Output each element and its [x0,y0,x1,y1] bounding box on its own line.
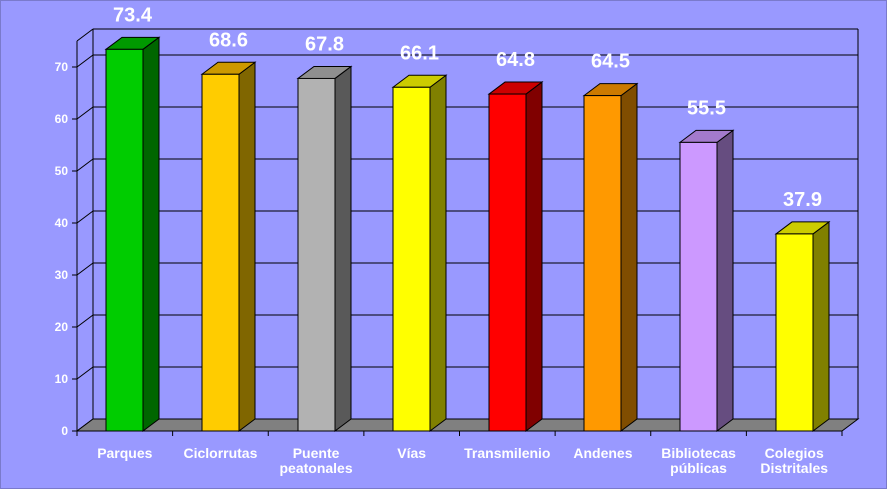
gridline-depth [76,210,94,224]
bar [774,220,831,432]
bar-side [716,129,734,432]
y-tick-label: 30 [55,268,69,282]
category-label: Colegios [765,445,824,461]
y-tick-label: 70 [55,60,69,74]
bar-front [297,77,336,432]
bar [296,65,353,432]
y-tick-label: 20 [55,320,69,334]
bar [200,61,257,432]
y-tick-label: 60 [55,112,69,126]
gridline-depth [76,262,94,276]
floor-plane [75,418,860,432]
bar [487,81,544,432]
bar [678,129,735,432]
bar-front [679,141,718,432]
y-tick-label: 40 [55,216,69,230]
gridline-depth [76,28,94,42]
data-label: 64.8 [496,49,535,71]
bar-side [429,74,447,432]
category-label: públicas [670,460,727,476]
bar-front [105,48,144,432]
bar-front [392,86,431,432]
gridline-depth [76,106,94,120]
bar-front [201,73,240,432]
data-label: 55.5 [687,97,726,119]
category-label: Andenes [573,445,632,461]
data-label: 66.1 [400,42,439,64]
labels: 73.4 Parques 68.6 Ciclorrutas 67.8 Puentepeat… [55,4,829,476]
gridline-depth [76,314,94,328]
category-label: Bibliotecas [661,445,736,461]
data-label: 37.9 [783,189,822,211]
category-label: Ciclorrutas [183,445,257,461]
bar-side [334,65,352,432]
bar-side [142,36,160,432]
data-label: 67.8 [305,33,344,55]
bars [104,36,831,432]
category-label: Parques [97,445,152,461]
bar [391,74,448,432]
category-label: Transmilenio [464,445,550,461]
bar-front [488,93,527,432]
y-tick-label: 50 [55,164,69,178]
bar-side [238,61,256,432]
gridline-depth [76,158,94,172]
bar [104,36,161,432]
y-tick-label: 0 [61,424,68,438]
y-tick-label: 10 [55,372,69,386]
chart-floor [75,418,860,432]
data-label: 68.6 [209,29,248,51]
category-label: Puente [293,445,340,461]
bar-side [525,81,543,432]
category-label: Vías [397,445,426,461]
gridline-depth [76,366,94,380]
gridline-depth [76,54,94,68]
bar-side [620,82,638,432]
bar-front [775,233,814,432]
bar [582,82,639,432]
axes [72,41,843,436]
category-label: Distritales [760,460,828,476]
data-label: 64.5 [591,51,630,73]
bar-side [812,220,830,432]
gridlines [76,28,859,432]
category-label: peatonales [279,460,352,476]
bar-front [583,95,622,432]
data-label: 73.4 [113,4,153,26]
